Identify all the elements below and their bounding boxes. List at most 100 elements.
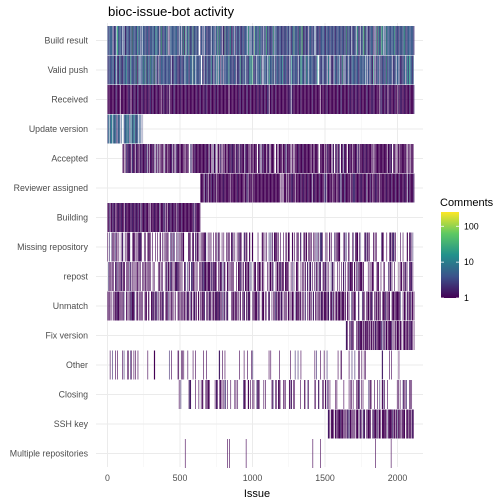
tile: Build result #1220: 3	[284, 26, 285, 55]
y-tick-label: Received	[51, 95, 88, 105]
tile: Unmatch #968: 2	[247, 291, 249, 321]
tile: Accepted #1854: 1	[376, 144, 377, 173]
tile: Received #1680: 1	[351, 85, 352, 114]
tile: Closing #1928: 1	[387, 380, 388, 409]
tile: Building #288: 1	[149, 203, 150, 232]
tile: Valid push #1788: 3	[366, 55, 368, 85]
tile: SSH key #1972: 1	[393, 409, 395, 439]
tile: Build result #1980: 5	[394, 26, 396, 55]
tile: Unmatch #560: 1	[188, 291, 190, 321]
tile: Build result #1500: 2	[325, 26, 326, 55]
tile: Build result #1648: 35	[346, 26, 348, 55]
tile: Valid push #0: 3	[107, 55, 109, 85]
tile: Unmatch #1916: 2	[385, 291, 386, 321]
tile: SSH key #1688: 1	[352, 409, 353, 439]
tile: SSH key #1940: 1	[388, 409, 390, 439]
tile: Received #1260: 2	[290, 85, 291, 114]
tile: Accepted #1198: 1	[281, 144, 282, 173]
tile: Unmatch #732: 1	[213, 291, 215, 321]
tile: repost #1860: 1	[377, 262, 378, 291]
tile: Closing #700: 1	[209, 380, 210, 409]
tile: Accepted #1498: 1	[324, 144, 326, 173]
tile: Building #196: 1	[135, 203, 137, 232]
tile: Missing repository #1276: 1	[292, 232, 294, 262]
tile: Other #68: 1	[117, 350, 118, 380]
tile: Build result #280: 3	[148, 26, 149, 55]
tile: Received #588: 1	[192, 85, 194, 114]
tile: Received #164: 1	[131, 85, 132, 114]
tile: Reviewer assigned #904: 1	[238, 173, 240, 203]
tile: Unmatch #1220: 1	[284, 291, 285, 321]
tile: Valid push #2068: 16	[407, 55, 408, 85]
tile: Received #716: 1	[211, 85, 212, 114]
tile: Reviewer assigned #1012: 1	[254, 173, 255, 203]
tile: Accepted #1714: 2	[356, 144, 357, 173]
tile: Build result #1040: 3	[258, 26, 259, 55]
tile: Received #1852: 1	[376, 85, 377, 114]
tile: Accepted #662: 1	[203, 144, 205, 173]
tile: Valid push #1012: 2	[254, 55, 255, 85]
tile: repost #1760: 1	[362, 262, 364, 291]
tile: Build result #4: 2	[108, 26, 109, 55]
tile: Accepted #1390: 1	[309, 144, 310, 173]
tile: Missing repository #188: 1	[134, 232, 136, 262]
tile: Reviewer assigned #1488: 1	[323, 173, 324, 203]
tile: repost #1744: 1	[360, 262, 361, 291]
tile: repost #1752: 1	[361, 262, 363, 291]
tile: Accepted #462: 1	[174, 144, 176, 173]
tile: Valid push #568: 5	[189, 55, 191, 85]
tile: Received #480: 1	[177, 85, 178, 114]
tile: Received #816: 1	[225, 85, 227, 114]
tile: Reviewer assigned #1208: 1	[282, 173, 284, 203]
tile: Missing repository #624: 1	[197, 232, 199, 262]
tile: Unmatch #404: 1	[166, 291, 167, 321]
tile: repost #1504: 2	[325, 262, 327, 291]
tile: Unmatch #1784: 1	[366, 291, 367, 321]
tile: Building #128: 1	[126, 203, 127, 232]
tile: Valid push #744: 4	[215, 55, 216, 85]
tile: Accepted #1590: 1	[338, 144, 339, 173]
tile: Reviewer assigned #1364: 1	[305, 173, 306, 203]
tile: Valid push #880: 3	[235, 55, 236, 85]
tile: Reviewer assigned #1680: 1	[351, 173, 352, 203]
tile: repost #868: 1	[233, 262, 234, 291]
tile: Received #420: 1	[168, 85, 169, 114]
tile: repost #712: 1	[210, 262, 212, 291]
tile: Unmatch #328: 1	[155, 291, 156, 321]
tile: Build result #984: 4	[250, 26, 251, 55]
tile: Received #96: 1	[121, 85, 123, 114]
tile: Received #460: 2	[174, 85, 175, 114]
tile: Closing #1480: 1	[322, 380, 323, 409]
tile: repost #768: 1	[218, 262, 220, 291]
tile: Accepted #1222: 1	[284, 144, 286, 173]
tile: Unmatch #660: 1	[203, 291, 204, 321]
tile: Received #1336: 1	[301, 85, 302, 114]
tile: repost #172: 1	[132, 262, 134, 291]
tile: Reviewer assigned #1148: 1	[273, 173, 275, 203]
tile: Unmatch #1244: 1	[287, 291, 289, 321]
tile: Received #132: 1	[126, 85, 128, 114]
tile: Build result #2072: 5	[407, 26, 409, 55]
tile: Received #500: 1	[180, 85, 181, 114]
tile: Valid push #564: 2	[189, 55, 190, 85]
tile: Accepted #1526: 1	[328, 144, 330, 173]
tile: Accepted #898: 1	[237, 144, 239, 173]
tile: Missing repository #1716: 1	[356, 232, 357, 262]
tile: SSH key #1960: 1	[391, 409, 393, 439]
tile: Closing #504: 2	[180, 380, 182, 409]
tile: repost #804: 1	[224, 262, 225, 291]
tile: Missing repository #2036: 1	[402, 232, 404, 262]
tile: Valid push #1548: 2	[331, 55, 333, 85]
tile: Received #1608: 2	[340, 85, 342, 114]
tile: Unmatch #520: 1	[182, 291, 184, 321]
tile: repost #576: 2	[191, 262, 192, 291]
tile: Reviewer assigned #888: 1	[236, 173, 237, 203]
tile: Building #468: 1	[175, 203, 176, 232]
tile: Valid push #1372: 21	[306, 55, 308, 85]
tile: Received #1384: 1	[308, 85, 309, 114]
tile: Reviewer assigned #1744: 1	[360, 173, 361, 203]
tile: Fix version #1880: 1	[380, 321, 381, 350]
tile: Valid push #420: 4	[168, 55, 169, 85]
tile: repost #2096: 2	[411, 262, 413, 291]
tile: Valid push #1324: 4	[299, 55, 301, 85]
